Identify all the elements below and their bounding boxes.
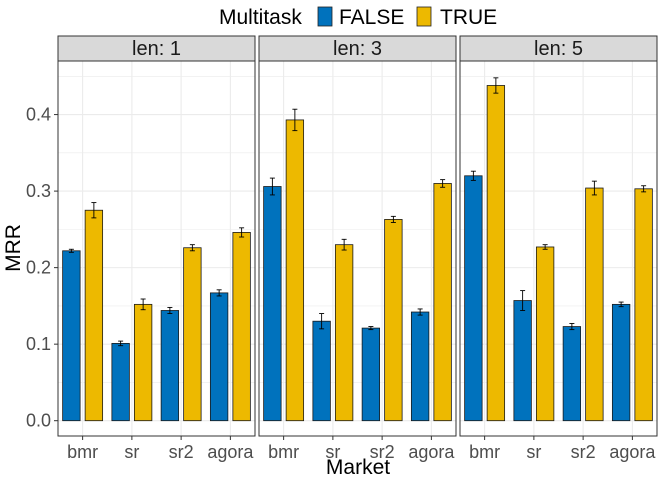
x-tick-label-sr: sr — [526, 442, 541, 462]
error-bar-true-agora — [239, 227, 245, 238]
panel-3: len: 5 bmr sr sr2 agora — [459, 35, 658, 462]
error-bar-false-bmr — [68, 248, 74, 253]
bar-false-bmr — [263, 186, 282, 422]
x-tick-label-bmr: bmr — [469, 442, 500, 462]
bar-false-bmr — [464, 175, 483, 422]
bar-true-sr — [133, 303, 153, 422]
error-bar-false-agora — [417, 308, 423, 316]
error-bar-true-sr2 — [390, 215, 396, 223]
error-bar-false-sr — [319, 313, 325, 330]
x-tick-label-agora: agora — [207, 442, 254, 462]
bar-false-bmr — [62, 250, 81, 422]
bar-false-sr — [312, 320, 331, 422]
facet-strip-label: len: 5 — [534, 38, 583, 60]
legend-title: Multitask — [219, 6, 302, 29]
x-tick-label-sr: sr — [325, 442, 340, 462]
error-bar-true-sr — [140, 298, 146, 311]
error-bar-true-agora — [641, 185, 647, 193]
bar-true-bmr — [486, 85, 506, 422]
legend-entry-false: FALSE — [317, 6, 404, 29]
legend-label-false: FALSE — [339, 6, 404, 29]
bar-true-bmr — [84, 209, 104, 422]
x-tick-label-bmr: bmr — [268, 442, 299, 462]
bar-true-sr — [535, 246, 555, 422]
legend: Multitask FALSE TRUE — [219, 6, 497, 29]
error-bar-true-sr — [341, 238, 347, 251]
panel-border — [459, 60, 658, 437]
bar-false-sr2 — [361, 327, 381, 422]
legend-key-true — [416, 6, 432, 27]
error-bar-true-sr — [542, 244, 548, 250]
legend-key-false — [317, 6, 333, 27]
legend-entry-true: TRUE — [416, 6, 497, 29]
error-bar-false-sr2 — [167, 306, 173, 315]
panel-2: len: 3 bmr sr sr2 agora — [258, 35, 457, 462]
y-axis-title: MRR — [2, 224, 25, 272]
bar-true-sr — [334, 244, 354, 422]
error-bar-true-sr2 — [189, 244, 195, 252]
bar-true-sr2 — [585, 187, 604, 422]
x-tick-label-sr2: sr2 — [370, 442, 395, 462]
bar-false-agora — [410, 311, 430, 422]
panel-border — [57, 60, 256, 437]
bar-true-bmr — [285, 119, 305, 422]
bar-true-sr2 — [183, 247, 202, 422]
y-tick-label: 0.4 — [26, 105, 51, 125]
bar-true-agora — [634, 188, 653, 422]
error-bar-true-bmr — [292, 108, 298, 132]
error-bar-false-sr2 — [569, 323, 575, 331]
panel-border — [258, 60, 457, 437]
facet-strip — [258, 35, 457, 62]
y-axis: 0.0 0.1 0.2 0.3 0.4 — [26, 105, 58, 431]
bar-true-sr2 — [384, 219, 403, 422]
facet-strip-label: len: 3 — [333, 38, 382, 60]
x-tick-label-sr2: sr2 — [169, 442, 194, 462]
error-bar-false-agora — [618, 301, 624, 308]
x-tick-label-agora: agora — [408, 442, 455, 462]
error-bar-true-bmr — [91, 202, 97, 219]
facet-strip-label: len: 1 — [132, 38, 181, 60]
y-tick-label: 0.1 — [26, 334, 51, 354]
bar-false-sr2 — [562, 326, 582, 422]
bar-false-sr — [111, 342, 130, 422]
error-bar-false-bmr — [269, 177, 275, 196]
bar-false-agora — [209, 292, 229, 422]
y-tick-label: 0.3 — [26, 181, 51, 201]
error-bar-false-agora — [216, 289, 222, 297]
bar-true-agora — [433, 183, 452, 422]
x-tick-label-sr2: sr2 — [571, 442, 596, 462]
facet-strip — [57, 35, 256, 62]
error-bar-false-bmr — [470, 170, 476, 181]
bar-true-agora — [232, 232, 251, 422]
error-bar-true-bmr — [493, 77, 499, 94]
x-axis-title: Market — [326, 456, 390, 479]
x-tick-label-agora: agora — [609, 442, 656, 462]
legend-label-true: TRUE — [440, 6, 497, 29]
x-tick-label-sr: sr — [124, 442, 139, 462]
bar-false-sr — [513, 300, 532, 422]
error-bar-false-sr — [520, 290, 526, 311]
bar-false-agora — [611, 303, 631, 422]
error-bar-false-sr2 — [368, 326, 374, 331]
bar-false-sr2 — [160, 310, 180, 422]
y-tick-label: 0.0 — [26, 411, 51, 431]
error-bar-false-sr — [118, 340, 124, 347]
x-tick-label-bmr: bmr — [67, 442, 98, 462]
panel-1: len: 1 bmr sr sr2 agora — [57, 35, 256, 462]
error-bar-true-sr2 — [591, 180, 597, 196]
error-bar-true-agora — [440, 179, 446, 188]
y-tick-label: 0.2 — [26, 258, 51, 278]
